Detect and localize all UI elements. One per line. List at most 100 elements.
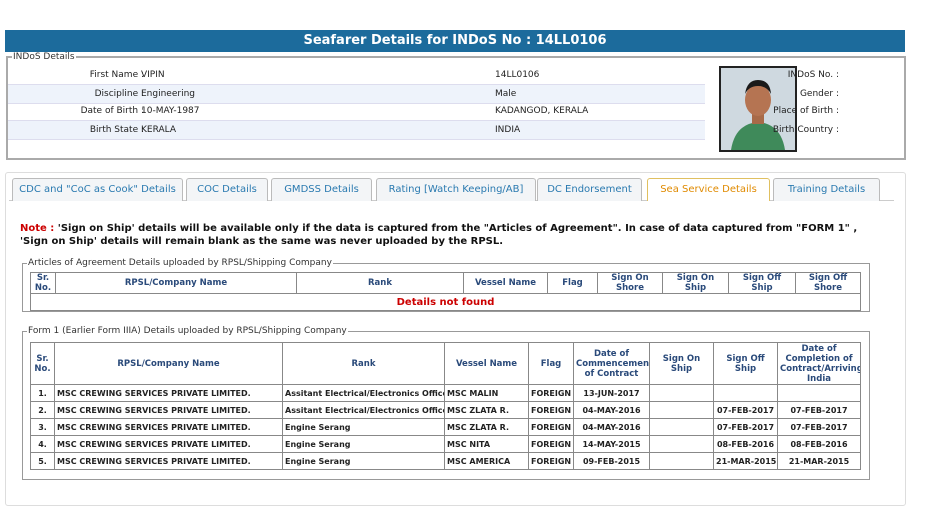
column-header: Sign On Ship xyxy=(662,272,729,294)
cell: Assitant Electrical/Electronics Officer xyxy=(282,384,445,402)
cell xyxy=(649,384,714,402)
field-value: KERALA xyxy=(141,125,177,135)
cell: 21-MAR-2015 xyxy=(713,452,778,470)
cell: 04-MAY-2016 xyxy=(573,401,650,419)
data-row: 4. MSC CREWING SERVICES PRIVATE LIMITED. E… xyxy=(30,435,861,453)
cell: 07-FEB-2017 xyxy=(713,401,778,419)
cell: Assitant Electrical/Electronics Officer xyxy=(282,401,445,419)
field-value: KADANGOD, KERALA xyxy=(495,106,589,116)
cell: 07-FEB-2017 xyxy=(777,418,861,436)
column-header: Date of Completion of Contract/Arriving … xyxy=(777,342,861,385)
column-header: RPSL/Company Name xyxy=(54,342,283,385)
field-value: 10-MAY-1987 xyxy=(141,106,200,116)
column-header: Vessel Name xyxy=(444,342,529,385)
indos-row: First Name : VIPIN INDoS No. : 14LL0106 xyxy=(8,66,839,84)
column-header: Sign On Shore xyxy=(597,272,663,294)
cell: 2. xyxy=(30,401,55,419)
tab-panel xyxy=(5,172,906,506)
cell: 09-FEB-2015 xyxy=(573,452,650,470)
cell: MSC ZLATA R. xyxy=(444,418,529,436)
column-header: Sign Off Ship xyxy=(713,342,778,385)
cell: FOREIGN xyxy=(528,401,574,419)
cell: Engine Serang xyxy=(282,435,445,453)
header-row: Sr. No. RPSL/Company Name Rank Vessel Name F… xyxy=(30,342,861,385)
cell: 08-FEB-2016 xyxy=(777,435,861,453)
field-label: Birth State : xyxy=(89,125,144,135)
form1-legend: Form 1 (Earlier Form IIIA) Details uploa… xyxy=(28,326,347,336)
form1-panel: Form 1 (Earlier Form IIIA) Details uploa… xyxy=(22,326,870,480)
indos-panel: INDoS Details xyxy=(6,52,906,160)
cell xyxy=(649,401,714,419)
cell: 5. xyxy=(30,452,55,470)
indos-legend: INDoS Details xyxy=(13,52,75,62)
cell: MSC NITA xyxy=(444,435,529,453)
articles-legend: Articles of Agreement Details uploaded b… xyxy=(28,258,332,268)
photo-figure xyxy=(721,68,795,150)
cell: MSC CREWING SERVICES PRIVATE LIMITED. xyxy=(54,401,283,419)
column-header: Sr. No. xyxy=(30,272,56,294)
empty-row: Details not found xyxy=(30,293,861,311)
cell: 04-MAY-2016 xyxy=(573,418,650,436)
cell xyxy=(649,418,714,436)
field-label: Place of Birth : xyxy=(773,106,839,116)
cell: 21-MAR-2015 xyxy=(777,452,861,470)
tab[interactable]: Training Details xyxy=(773,178,880,201)
header-row: Sr. No. RPSL/Company Name Rank Vessel Name F… xyxy=(30,272,861,294)
cell: FOREIGN xyxy=(528,452,574,470)
column-header: Flag xyxy=(528,342,574,385)
cell: Engine Serang xyxy=(282,418,445,436)
note-text: 'Sign on Ship' details will be available… xyxy=(20,223,858,247)
cell: 4. xyxy=(30,435,55,453)
column-header: Flag xyxy=(547,272,598,294)
cell: MSC CREWING SERVICES PRIVATE LIMITED. xyxy=(54,384,283,402)
column-header: Sign Off Ship xyxy=(728,272,796,294)
note-label: Note : xyxy=(20,223,55,234)
column-header: Sign Off Shore xyxy=(795,272,861,294)
tab[interactable]: Rating [Watch Keeping/AB] xyxy=(376,178,536,201)
cell xyxy=(649,435,714,453)
tab[interactable]: Sea Service Details xyxy=(647,178,770,201)
cell: 08-FEB-2016 xyxy=(713,435,778,453)
column-header: Sign On Ship xyxy=(649,342,714,385)
cell: 3. xyxy=(30,418,55,436)
field-value: 14LL0106 xyxy=(495,70,540,80)
cell: MSC ZLATA R. xyxy=(444,401,529,419)
field-value: VIPIN xyxy=(141,70,165,80)
cell: FOREIGN xyxy=(528,435,574,453)
cell: MSC AMERICA xyxy=(444,452,529,470)
field-value: Engineering xyxy=(141,89,195,99)
cell: 07-FEB-2017 xyxy=(713,418,778,436)
photo xyxy=(719,66,797,152)
tab[interactable]: DC Endorsement xyxy=(537,178,642,201)
field-value: Male xyxy=(495,89,517,99)
indos-row: Discipline : Engineering Gender : Male xyxy=(8,84,839,104)
column-header: RPSL/Company Name xyxy=(55,272,297,294)
form1-table: Sr. No. RPSL/Company Name Rank Vessel Name F… xyxy=(30,342,861,470)
column-header: Rank xyxy=(282,342,445,385)
field-label: Gender : xyxy=(799,89,839,99)
column-header: Vessel Name xyxy=(463,272,548,294)
cell: FOREIGN xyxy=(528,384,574,402)
cell: 07-FEB-2017 xyxy=(777,401,861,419)
data-row: 2. MSC CREWING SERVICES PRIVATE LIMITED. A… xyxy=(30,401,861,419)
cell: MSC MALIN xyxy=(444,384,529,402)
cell: Engine Serang xyxy=(282,452,445,470)
note: Note : 'Sign on Ship' details will be av… xyxy=(20,222,880,248)
tab[interactable]: GMDSS Details xyxy=(271,178,372,201)
cell: MSC CREWING SERVICES PRIVATE LIMITED. xyxy=(54,452,283,470)
tab[interactable]: COC Details xyxy=(186,178,268,201)
empty-message: Details not found xyxy=(30,293,861,311)
field-value: INDIA xyxy=(495,125,521,135)
cell: MSC CREWING SERVICES PRIVATE LIMITED. xyxy=(54,418,283,436)
cell: 1. xyxy=(30,384,55,402)
tab[interactable]: CDC and "CoC as Cook" Details xyxy=(12,178,183,201)
field-label: INDoS No. : xyxy=(787,70,839,80)
cell: 14-MAY-2015 xyxy=(573,435,650,453)
field-label: Date of Birth : xyxy=(80,106,144,116)
indos-row: Birth State : KERALA Birth Country : INDIA xyxy=(8,120,839,140)
column-header: Date of Commencement of Contract xyxy=(573,342,650,385)
cell xyxy=(777,384,861,402)
cell: FOREIGN xyxy=(528,418,574,436)
data-row: 1. MSC CREWING SERVICES PRIVATE LIMITED. A… xyxy=(30,384,861,402)
